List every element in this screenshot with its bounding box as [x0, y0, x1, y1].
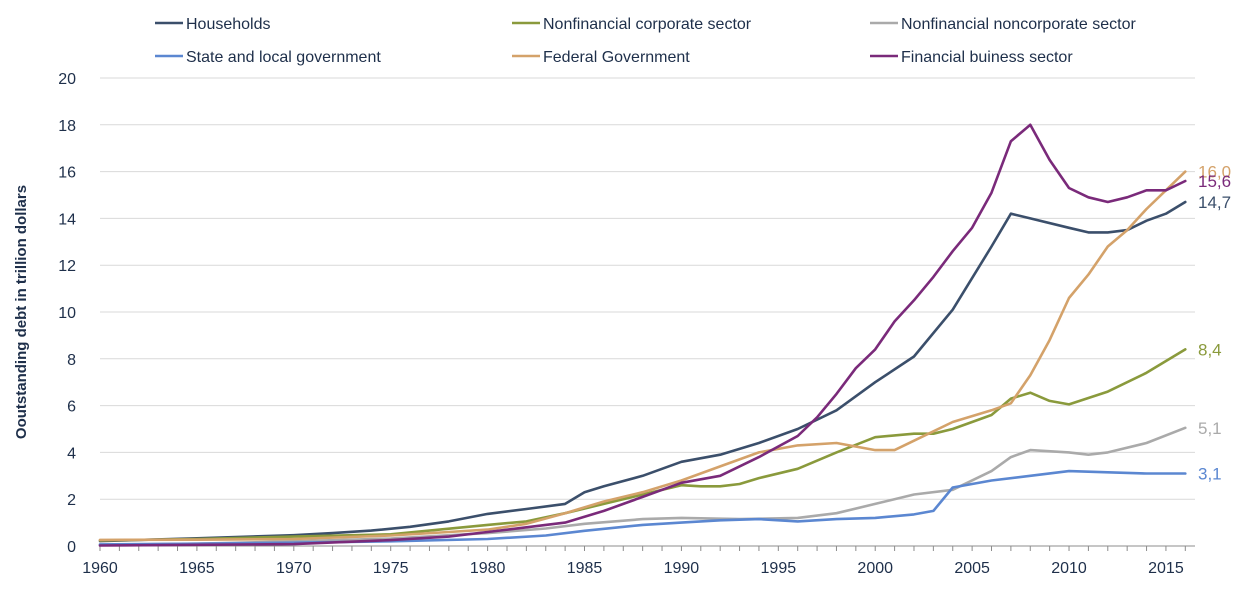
legend-label: Nonfinancial corporate sector [543, 16, 752, 33]
series-line-1 [98, 200, 1187, 543]
y-tick-label: 14 [58, 211, 76, 228]
series-line-6 [98, 123, 1187, 547]
x-tick-label: 1970 [276, 560, 312, 577]
series-line-5 [98, 170, 1187, 542]
legend-label: Nonfinancial noncorporate sector [901, 16, 1136, 33]
x-tick-label: 1980 [470, 560, 506, 577]
x-tick-label: 1975 [373, 560, 409, 577]
end-value-label: 8,4 [1198, 340, 1222, 359]
series-line-4 [98, 469, 1187, 546]
x-tick-label: 1960 [82, 560, 118, 577]
y-tick-label: 6 [67, 399, 76, 416]
y-tick-label: 16 [58, 165, 76, 182]
y-axis-label: Ooutstanding debt in trillion dollars [13, 185, 30, 439]
series-line-2 [98, 348, 1187, 542]
y-tick-label: 8 [67, 352, 76, 369]
series-line-3 [98, 426, 1187, 547]
x-tick-label: 2015 [1148, 560, 1184, 577]
legend-label: Households [186, 16, 271, 33]
y-tick-label: 2 [67, 492, 76, 509]
series-lines [98, 123, 1187, 547]
end-labels: 14,7 8,4 5,1 3,1 16,015,6 [1198, 163, 1231, 484]
y-tick-label: 18 [58, 118, 76, 135]
gridlines [100, 77, 1195, 500]
end-value-label: 3,1 [1198, 464, 1222, 483]
x-tick-label: 2000 [857, 560, 893, 577]
end-value-label: 5,1 [1198, 419, 1222, 438]
end-value-label: 15,6 [1198, 172, 1231, 191]
y-tick-label: 0 [67, 539, 76, 556]
legend-label: State and local government [186, 49, 381, 66]
x-tick-label: 1965 [179, 560, 215, 577]
y-tick-label: 20 [58, 71, 76, 88]
legend-label: Financial buiness sector [901, 49, 1073, 66]
x-tick-label: 1995 [761, 560, 797, 577]
axes: 0 2 4 6 8 10 12 14 16 18 20 1960 1965 1970 1975 1980 198… [58, 71, 1195, 577]
y-tick-label: 4 [67, 445, 76, 462]
x-tick-label: 1990 [664, 560, 700, 577]
legend-label: Federal Government [543, 49, 690, 66]
end-value-label: 14,7 [1198, 193, 1231, 212]
x-tick-label: 1985 [567, 560, 603, 577]
x-tick-label: 2010 [1051, 560, 1087, 577]
x-tick-label: 2005 [954, 560, 990, 577]
y-tick-label: 12 [58, 258, 76, 275]
legend: Households Nonfinancial corporate sector N… [155, 16, 1136, 66]
end-value-label: 16,0 [1198, 163, 1231, 182]
y-tick-label: 10 [58, 305, 76, 322]
